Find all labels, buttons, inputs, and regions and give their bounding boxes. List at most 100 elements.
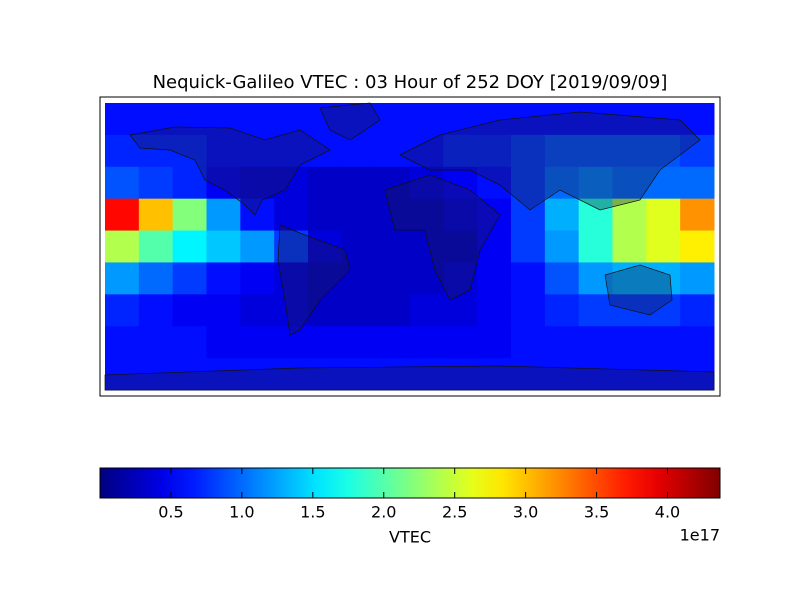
vtec-cell (240, 294, 275, 327)
vtec-cell (680, 166, 715, 200)
vtec-cell (375, 262, 410, 295)
vtec-cell (308, 198, 343, 232)
vtec-cell (646, 230, 681, 263)
vtec-cell (240, 326, 275, 359)
vtec-cell (105, 198, 140, 232)
colorbar-tick-label: 3.5 (584, 503, 609, 522)
vtec-cell (544, 294, 580, 327)
colorbar-tick-label: 4.0 (655, 503, 680, 522)
vtec-cell (206, 326, 241, 359)
vtec-cell (578, 230, 613, 263)
vtec-cell (477, 294, 512, 327)
vtec-cell (477, 134, 512, 168)
vtec-cell (612, 198, 647, 232)
vtec-cell (240, 230, 275, 263)
vtec-cell (172, 326, 207, 359)
vtec-cell (240, 198, 275, 232)
vtec-cell (511, 230, 546, 263)
vtec-cell (409, 166, 444, 200)
vtec-cell (341, 103, 377, 136)
vtec-cell (409, 103, 444, 136)
vtec-cell (443, 166, 478, 200)
vtec-cell (544, 134, 580, 168)
vtec-cell (612, 358, 647, 391)
vtec-cell (443, 198, 478, 232)
vtec-cell (172, 230, 207, 263)
vtec-cell (578, 326, 613, 359)
vtec-cell (578, 166, 613, 200)
vtec-cell (206, 294, 241, 327)
vtec-cell (680, 326, 715, 359)
vtec-cell (274, 134, 309, 168)
vtec-cell (138, 294, 174, 327)
chart-title: Nequick-Galileo VTEC : 03 Hour of 252 DO… (153, 72, 668, 93)
vtec-cell (578, 358, 613, 391)
colorbar-tick-label: 1.0 (229, 503, 254, 522)
vtec-cell (646, 198, 681, 232)
vtec-cell (375, 134, 410, 168)
vtec-cell (646, 166, 681, 200)
vtec-cell (544, 358, 580, 391)
vtec-cell (172, 358, 207, 391)
vtec-cell (578, 134, 613, 168)
colorbar-tick-label: 2.5 (442, 503, 467, 522)
vtec-cell (544, 326, 580, 359)
vtec-cell (240, 166, 275, 200)
vtec-cell (274, 326, 309, 359)
vtec-cell (172, 294, 207, 327)
vtec-cell (646, 262, 681, 295)
vtec-cell (172, 134, 207, 168)
vtec-cell (274, 103, 309, 136)
vtec-cell (477, 262, 512, 295)
vtec-cell (138, 326, 174, 359)
vtec-cell (680, 230, 715, 263)
colorbar-tick-label: 1.5 (300, 503, 325, 522)
vtec-cell (308, 134, 343, 168)
vtec-cell (477, 326, 512, 359)
vtec-cell (612, 134, 647, 168)
vtec-cell (646, 103, 681, 136)
vtec-cell (612, 166, 647, 200)
vtec-cell (646, 294, 681, 327)
vtec-cell (105, 166, 140, 200)
vtec-cell (105, 230, 140, 263)
vtec-cell (375, 198, 410, 232)
vtec-cell (409, 134, 444, 168)
vtec-cell (578, 198, 613, 232)
vtec-cell (409, 326, 444, 359)
vtec-cell (105, 134, 140, 168)
vtec-cell (680, 134, 715, 168)
vtec-cell (511, 134, 546, 168)
colorbar-label: VTEC (389, 528, 431, 547)
vtec-cell (308, 262, 343, 295)
vtec-cell (680, 262, 715, 295)
vtec-cell (308, 294, 343, 327)
vtec-cell (240, 103, 275, 136)
map-frame (99, 96, 721, 397)
vtec-cell (680, 198, 715, 232)
vtec-cell (443, 230, 478, 263)
vtec-cell (544, 103, 580, 136)
vtec-cell (544, 198, 580, 232)
vtec-cell (138, 230, 174, 263)
vtec-cell (544, 230, 580, 263)
vtec-cell (274, 294, 309, 327)
vtec-cell (138, 262, 174, 295)
continents (104, 102, 715, 391)
vtec-cell (443, 326, 478, 359)
vtec-cell (375, 358, 410, 391)
vtec-cell (206, 134, 241, 168)
vtec-cell (511, 198, 546, 232)
vtec-cell (274, 198, 309, 232)
vtec-cell (138, 103, 174, 136)
vtec-cell (105, 294, 140, 327)
vtec-cell (375, 166, 410, 200)
vtec-cell (138, 358, 174, 391)
vtec-cell (375, 230, 410, 263)
vtec-cell (544, 166, 580, 200)
vtec-cell (138, 198, 174, 232)
vtec-cell (578, 294, 613, 327)
vtec-cell (172, 103, 207, 136)
vtec-cell (477, 198, 512, 232)
